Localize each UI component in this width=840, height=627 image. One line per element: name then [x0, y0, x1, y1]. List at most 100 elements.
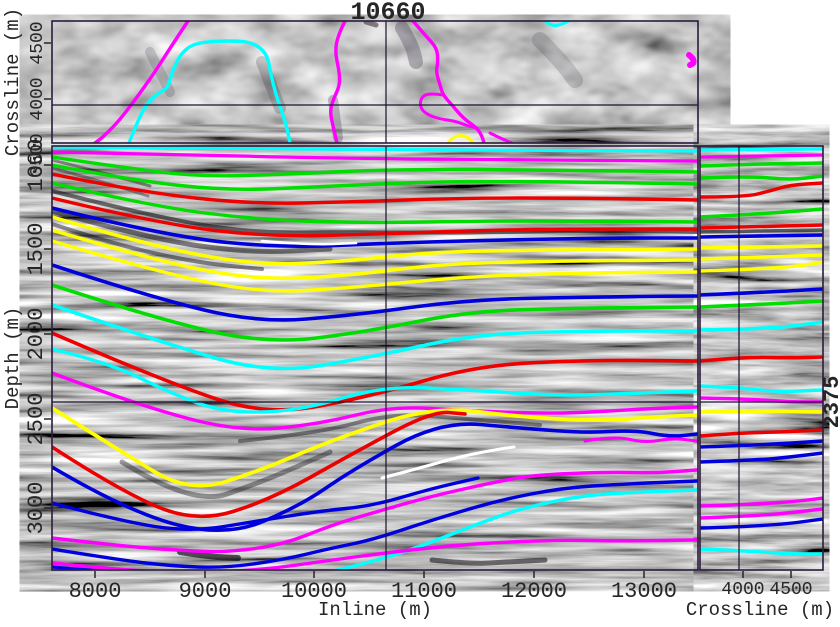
horizon-line — [700, 287, 823, 297]
horizon-line — [52, 163, 698, 191]
inline-section-panel — [52, 146, 698, 570]
tick-label: 12000 — [501, 579, 567, 604]
tick-label: 4500 — [28, 21, 48, 64]
horizon-line — [700, 507, 823, 520]
horizon-line — [52, 155, 698, 178]
tick-label: 2000 — [24, 308, 49, 361]
horizon-line — [700, 253, 823, 261]
frame-crosshair-lines — [52, 21, 823, 570]
horizon-line — [542, 21, 572, 27]
horizon-line — [52, 303, 698, 371]
horizon-line — [700, 517, 823, 530]
horizon-line — [700, 174, 823, 181]
horizon-line — [700, 233, 823, 239]
horizon-line — [700, 439, 823, 449]
horizon-line — [583, 436, 698, 444]
horizon-line — [700, 161, 823, 168]
tick-label: 3500 — [28, 133, 48, 176]
horizon-line — [329, 21, 347, 143]
horizon-line — [446, 134, 475, 143]
horizon-line — [52, 146, 698, 153]
frame-position-labels: 10660 2375 — [350, 0, 840, 428]
seismic-band-accent — [52, 208, 333, 254]
horizon-line — [700, 223, 823, 230]
tick-label: 10000 — [281, 579, 347, 604]
horizon-line — [52, 215, 698, 266]
horizon-line — [52, 479, 698, 569]
horizon-line — [52, 476, 480, 531]
horizon-line — [700, 384, 823, 394]
horizon-line — [52, 206, 698, 249]
horizon-line — [700, 355, 823, 363]
horizon-line — [260, 239, 358, 246]
seismic-band-accent — [700, 228, 823, 234]
inline-section-border — [51, 145, 699, 571]
horizon-line — [700, 428, 823, 438]
horizon-line — [52, 347, 698, 414]
tick-label: 1000 — [24, 139, 49, 192]
axis-title-inline: Inline (m) — [318, 599, 432, 621]
horizon-line — [93, 21, 190, 143]
inline-frame-label: 10660 — [350, 0, 425, 27]
horizon-line — [52, 406, 698, 488]
tick-label: 1500 — [24, 223, 49, 276]
horizon-line — [700, 299, 823, 309]
horizon-line — [380, 445, 516, 480]
axis-title-crossline-left: Crossline (m) — [2, 8, 24, 156]
horizon-line — [52, 196, 698, 238]
map-slice-border — [51, 20, 699, 144]
depth-frame-label: 2375 — [820, 376, 840, 429]
horizon-line — [700, 147, 823, 152]
horizon-line — [52, 172, 698, 205]
axis-title-crossline-bottom: Crossline (m) — [686, 599, 834, 621]
horizon-line — [700, 207, 823, 219]
map-horizon-contours — [93, 21, 697, 143]
horizon-line — [331, 488, 698, 570]
horizon-line — [52, 150, 698, 163]
horizon-line — [700, 153, 823, 159]
seismic-band-accent — [395, 21, 423, 69]
tick-label: 4000 — [28, 77, 48, 120]
seismic-band-accent — [363, 21, 379, 28]
tick-label: 9000 — [179, 579, 232, 604]
horizon-line — [418, 92, 479, 130]
tick-label: 3000 — [24, 482, 49, 535]
horizon-line — [488, 131, 514, 143]
seismic-band-accent — [532, 32, 583, 88]
seismic-band-accent — [238, 413, 542, 443]
horizon-line — [700, 320, 823, 332]
tick-label: 8000 — [69, 579, 122, 604]
horizon-line — [700, 451, 823, 464]
axis-title-depth: Depth (m) — [2, 307, 24, 410]
seismic-band-accent — [145, 47, 175, 97]
horizon-line — [52, 371, 698, 431]
seismic-band-accent — [177, 549, 241, 561]
seismic-band-accent — [119, 449, 333, 500]
horizon-line — [700, 496, 823, 508]
crossline-section-border — [699, 145, 824, 571]
seismic-band-accent — [429, 557, 548, 566]
horizon-line — [52, 331, 698, 412]
map-slice-panel — [52, 21, 698, 143]
seismic-band-accent — [52, 222, 264, 271]
tick-label: 2500 — [24, 393, 49, 446]
horizon-line — [52, 228, 698, 281]
horizon-line — [700, 260, 823, 273]
horizon-line — [700, 244, 823, 250]
horizon-line — [127, 39, 292, 143]
horizon-line — [700, 547, 823, 556]
tick-label: 11000 — [391, 579, 457, 604]
horizon-line — [700, 181, 823, 199]
horizon-line — [52, 468, 698, 554]
tick-label: 4000 — [721, 580, 764, 600]
horizon-line — [52, 538, 698, 570]
tick-label: 4500 — [769, 580, 812, 600]
axis-titles: Crossline (m) Depth (m) Inline (m) Cross… — [2, 8, 834, 621]
horizon-line — [686, 52, 697, 68]
tick-label: 13000 — [611, 579, 677, 604]
horizon-line — [700, 409, 823, 414]
crossline-section-horizons — [700, 147, 823, 556]
